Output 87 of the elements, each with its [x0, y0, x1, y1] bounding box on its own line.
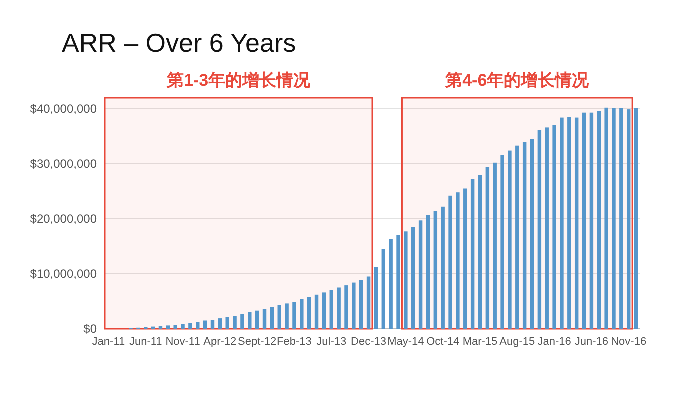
- bar: [590, 112, 594, 329]
- bar: [359, 280, 364, 329]
- x-tick-label: Jun-11: [129, 336, 162, 348]
- bar: [218, 318, 222, 329]
- bar: [582, 112, 586, 329]
- bar: [226, 317, 230, 329]
- bar: [456, 192, 460, 329]
- bar: [620, 108, 624, 329]
- bar: [352, 282, 356, 329]
- bar: [255, 310, 260, 329]
- bar: [560, 118, 564, 329]
- bar: [464, 188, 468, 329]
- bar: [330, 290, 334, 329]
- bar: [389, 239, 393, 329]
- bar: [478, 175, 482, 329]
- bar: [626, 110, 631, 329]
- bar: [404, 232, 408, 329]
- bar: [278, 305, 282, 329]
- y-tick-label: $30,000,000: [30, 157, 98, 171]
- x-tick-label: Jul-13: [316, 336, 347, 348]
- bar: [530, 139, 534, 329]
- bar: [322, 292, 326, 329]
- y-tick-label: $40,000,000: [30, 102, 98, 116]
- x-tick-label: Apr-12: [204, 336, 237, 348]
- chart-title: ARR – Over 6 Years: [62, 28, 296, 58]
- bar: [552, 126, 556, 329]
- bar: [270, 307, 274, 329]
- bar: [418, 220, 423, 329]
- bar: [412, 227, 416, 329]
- bar: [181, 324, 185, 329]
- bar: [307, 297, 312, 329]
- bar: [508, 150, 512, 329]
- bar: [396, 236, 400, 329]
- bar: [174, 325, 178, 329]
- bar: [344, 286, 348, 329]
- bar: [612, 108, 616, 329]
- bar: [470, 179, 475, 329]
- x-tick-label: Aug-15: [500, 336, 536, 348]
- x-tick-label: Mar-15: [462, 336, 498, 348]
- bar: [434, 211, 438, 329]
- bar: [634, 108, 638, 329]
- bar: [285, 304, 289, 329]
- bar: [545, 128, 549, 329]
- x-tick-label: Sept-12: [238, 336, 277, 348]
- bar: [203, 320, 208, 329]
- bar: [233, 316, 237, 329]
- bar: [374, 267, 378, 329]
- bar: [366, 276, 371, 329]
- x-tick-label: Jun-16: [574, 336, 609, 348]
- x-tick-label: Nov-16: [611, 336, 647, 348]
- y-tick-label: $0: [84, 322, 98, 336]
- bar: [597, 111, 601, 329]
- x-tick-label: Jan-11: [92, 336, 126, 348]
- bar: [292, 302, 296, 329]
- bar: [604, 108, 608, 329]
- bar: [500, 155, 504, 329]
- bar: [314, 294, 319, 329]
- bar: [538, 130, 542, 329]
- bar: [574, 118, 579, 329]
- bar: [240, 314, 244, 329]
- bar: [188, 324, 192, 329]
- x-tick-label: Feb-13: [277, 336, 312, 348]
- x-tick-label: Dec-13: [351, 336, 387, 348]
- y-tick-label: $10,000,000: [30, 267, 98, 281]
- x-tick-label: Jan-16: [538, 336, 572, 348]
- bar: [486, 167, 490, 329]
- bar: [262, 309, 267, 329]
- x-tick-label: Nov-11: [166, 336, 200, 348]
- bar: [516, 146, 520, 329]
- x-tick-label: Oct-14: [426, 336, 460, 348]
- band-label: 第1-3年的增长情况: [166, 71, 312, 90]
- bar: [248, 312, 252, 329]
- bar: [441, 206, 445, 329]
- bar: [210, 320, 215, 329]
- bar: [448, 196, 452, 329]
- bar: [300, 299, 304, 329]
- band-label: 第4-6年的增长情况: [444, 71, 590, 90]
- bar: [522, 142, 527, 329]
- y-tick-label: $20,000,000: [30, 212, 98, 226]
- bar: [166, 326, 170, 329]
- bar: [382, 249, 386, 329]
- bar: [493, 162, 497, 329]
- bar: [568, 117, 572, 329]
- bar: [426, 215, 430, 329]
- x-tick-label: May-14: [388, 336, 424, 348]
- bar: [196, 322, 200, 329]
- bar: [337, 288, 341, 329]
